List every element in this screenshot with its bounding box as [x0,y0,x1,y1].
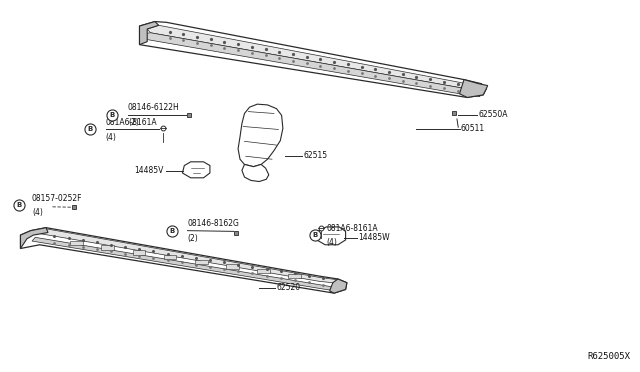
Polygon shape [140,22,159,45]
Polygon shape [226,264,239,269]
Polygon shape [132,250,145,254]
Polygon shape [32,237,335,291]
Polygon shape [102,246,115,250]
Text: 081A6-8161A: 081A6-8161A [106,118,157,127]
Text: (2): (2) [128,118,139,127]
Text: 14485W: 14485W [358,233,390,242]
Polygon shape [330,279,347,293]
Text: 62550A: 62550A [479,110,508,119]
Text: 08146-6122H: 08146-6122H [128,103,180,112]
Text: (4): (4) [32,208,43,217]
Polygon shape [70,241,83,245]
Polygon shape [142,33,480,97]
Text: 14485V: 14485V [134,166,164,175]
Text: B: B [312,232,317,238]
Text: 081A6-8161A: 081A6-8161A [326,224,378,233]
Text: R625005X: R625005X [588,352,630,361]
Polygon shape [460,80,488,97]
Text: 60511: 60511 [461,124,485,133]
Text: B: B [109,112,115,118]
Polygon shape [238,104,283,167]
Text: (4): (4) [106,133,116,142]
Polygon shape [147,25,479,90]
Text: (4): (4) [326,238,337,247]
Text: (2): (2) [188,234,198,243]
Text: 08157-0252F: 08157-0252F [32,194,83,203]
Polygon shape [317,227,346,245]
Text: 08146-8162G: 08146-8162G [188,219,239,228]
Polygon shape [182,162,210,178]
Polygon shape [164,255,177,259]
Polygon shape [242,164,269,182]
Polygon shape [195,260,207,264]
Text: B: B [87,126,92,132]
Polygon shape [20,228,347,293]
Text: B: B [17,202,22,208]
Text: 62515: 62515 [303,151,328,160]
Polygon shape [26,229,339,283]
Polygon shape [288,274,301,278]
Polygon shape [140,22,486,97]
Polygon shape [257,269,269,273]
Polygon shape [20,228,48,248]
Text: B: B [169,228,174,234]
Text: 62520: 62520 [276,283,301,292]
